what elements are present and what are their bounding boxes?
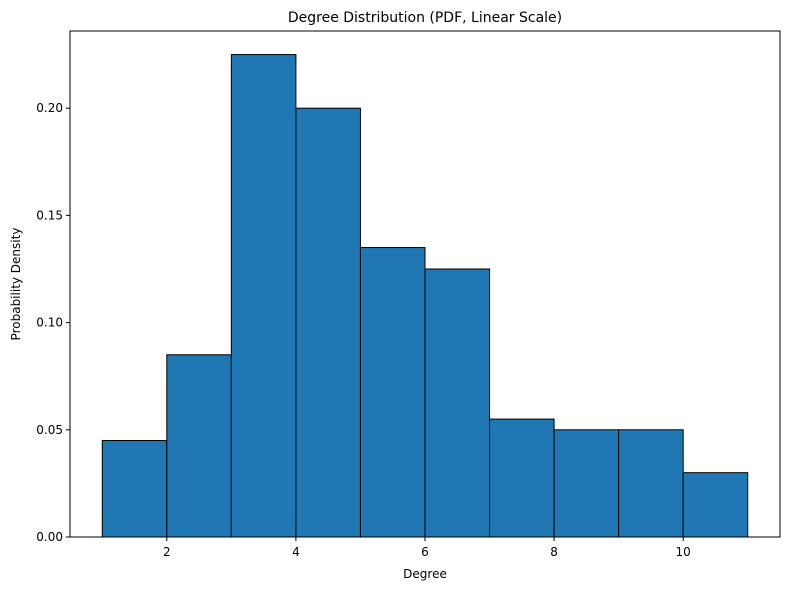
bar xyxy=(230,54,297,538)
bar xyxy=(101,440,168,538)
bar xyxy=(618,429,684,538)
y-tick-label: 0.05 xyxy=(36,423,63,437)
y-tick-label: 0.10 xyxy=(36,316,63,330)
x-tick-label: 6 xyxy=(421,545,429,559)
x-tick-label: 2 xyxy=(163,545,171,559)
y-tick-label: 0.20 xyxy=(36,101,63,115)
bar xyxy=(359,247,426,538)
x-tick-label: 4 xyxy=(292,545,300,559)
chart-title: Degree Distribution (PDF, Linear Scale) xyxy=(288,10,562,26)
y-axis-label: Probability Density xyxy=(9,228,23,341)
y-tick-label: 0.00 xyxy=(36,530,63,544)
bar xyxy=(166,354,232,538)
bar xyxy=(424,268,491,538)
bar xyxy=(553,429,620,538)
y-tick-label: 0.15 xyxy=(36,208,63,222)
x-axis-label: Degree xyxy=(403,567,447,581)
bar xyxy=(295,107,361,538)
x-tick-label: 8 xyxy=(550,545,558,559)
bar xyxy=(682,472,749,538)
x-tick-label: 10 xyxy=(676,545,691,559)
bar xyxy=(489,418,555,538)
